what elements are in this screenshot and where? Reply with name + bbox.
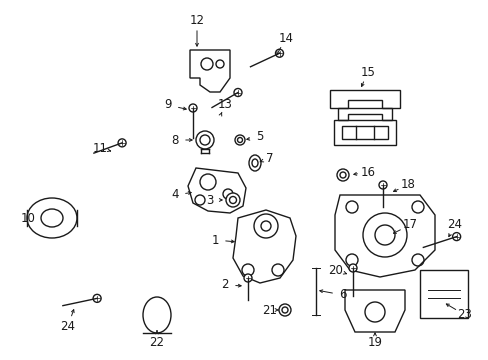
- Text: 10: 10: [20, 211, 35, 225]
- Circle shape: [196, 131, 214, 149]
- Text: 24: 24: [61, 320, 75, 333]
- Circle shape: [189, 104, 197, 112]
- Text: 12: 12: [189, 13, 204, 27]
- Ellipse shape: [248, 155, 261, 171]
- Text: 7: 7: [265, 152, 273, 165]
- Circle shape: [244, 274, 251, 282]
- Text: 19: 19: [367, 336, 382, 348]
- Text: 14: 14: [278, 31, 293, 45]
- Circle shape: [234, 89, 242, 96]
- Text: 23: 23: [457, 309, 471, 321]
- Circle shape: [452, 233, 460, 240]
- Circle shape: [118, 139, 126, 147]
- Circle shape: [93, 294, 101, 302]
- Circle shape: [225, 193, 240, 207]
- Text: 9: 9: [164, 99, 171, 112]
- Text: 16: 16: [360, 166, 375, 179]
- Circle shape: [348, 264, 356, 272]
- Text: 15: 15: [360, 66, 375, 78]
- Text: 24: 24: [447, 219, 462, 231]
- Text: 18: 18: [400, 179, 415, 192]
- Text: 5: 5: [256, 130, 263, 144]
- Text: 11: 11: [92, 141, 107, 154]
- Text: 22: 22: [149, 336, 164, 348]
- Circle shape: [378, 181, 386, 189]
- Text: 3: 3: [206, 194, 213, 207]
- Text: 21: 21: [262, 303, 277, 316]
- Text: 4: 4: [171, 189, 179, 202]
- Text: 6: 6: [339, 288, 346, 302]
- Text: 1: 1: [211, 234, 218, 247]
- Text: 20: 20: [328, 264, 343, 276]
- Circle shape: [275, 49, 283, 57]
- Text: 17: 17: [402, 219, 417, 231]
- Text: 8: 8: [171, 134, 178, 147]
- Circle shape: [279, 304, 290, 316]
- Circle shape: [235, 135, 244, 145]
- Circle shape: [336, 169, 348, 181]
- Text: 13: 13: [217, 99, 232, 112]
- Text: 2: 2: [221, 279, 228, 292]
